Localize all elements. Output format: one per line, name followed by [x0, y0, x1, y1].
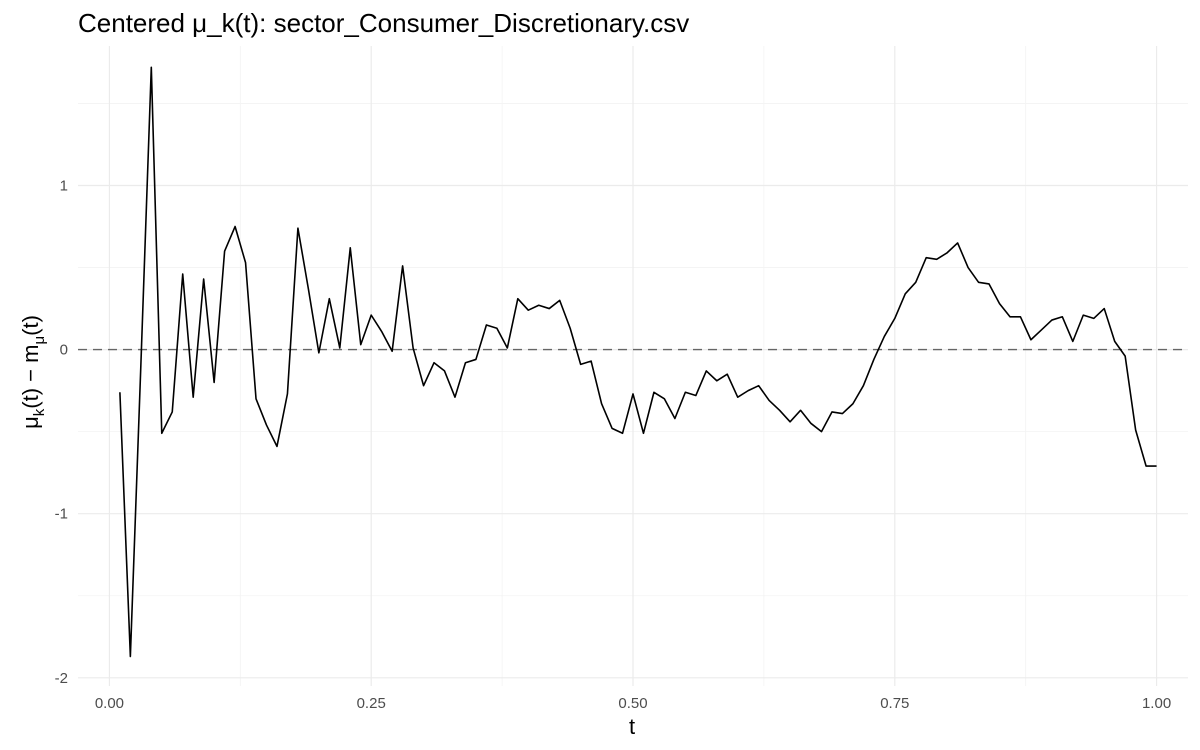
y-axis-title-end: (t)	[18, 315, 43, 336]
y-tick-label: -1	[55, 506, 68, 523]
y-axis-title-sub-k: k	[31, 408, 48, 416]
y-axis-tick-labels: -2 -1 0 1	[55, 177, 68, 686]
y-axis-title-sub-mu: μ	[31, 336, 48, 345]
y-tick-label: -2	[55, 670, 68, 687]
y-tick-label: 0	[60, 342, 68, 359]
major-gridlines	[78, 46, 1188, 686]
x-tick-label: 0.25	[357, 695, 386, 712]
x-tick-label: 0.75	[880, 695, 909, 712]
series-line	[119, 66, 1157, 658]
x-axis-tick-labels: 0.00 0.25 0.50 0.75 1.00	[95, 695, 1171, 712]
x-tick-label: 0.00	[95, 695, 124, 712]
y-axis-title-middle: (t) − m	[18, 345, 43, 409]
x-tick-label: 0.50	[618, 695, 647, 712]
x-axis-title: t	[629, 714, 635, 739]
chart-title: Centered μ_k(t): sector_Consumer_Discret…	[78, 8, 689, 38]
y-axis-title-mu: μ	[18, 416, 43, 429]
y-axis-title: μk(t) − mμ(t)	[18, 315, 48, 429]
x-tick-label: 1.00	[1142, 695, 1171, 712]
y-tick-label: 1	[60, 177, 68, 194]
